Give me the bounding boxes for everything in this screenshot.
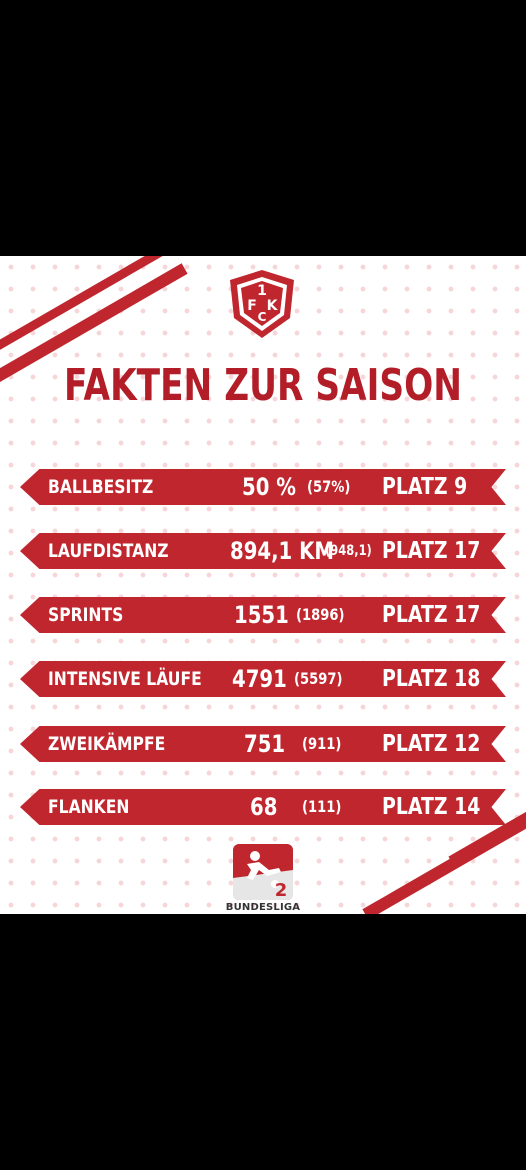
logo-letter-right: K xyxy=(267,298,279,314)
league-name: BUNDESLIGA xyxy=(225,902,301,913)
stat-row-sprints: SPRINTS 1551 (1896) PLATZ 17 xyxy=(20,597,506,633)
stat-label: BALLBESITZ xyxy=(48,476,154,498)
stat-ribbon xyxy=(20,789,506,825)
stat-label: FLANKEN xyxy=(48,796,130,818)
stat-ribbon xyxy=(20,661,506,697)
stat-previous: (111) xyxy=(302,797,342,816)
stat-value: 894,1 KM xyxy=(230,537,334,565)
stat-label: LAUFDISTANZ xyxy=(48,540,169,562)
stat-row-intensive-laeufe: INTENSIVE LÄUFE 4791 (5597) PLATZ 18 xyxy=(20,661,506,697)
stat-ribbon xyxy=(20,597,506,633)
stat-value: 751 xyxy=(244,730,286,758)
stats-card: 1 F K C FAKTEN ZUR SAISON BALLBESITZ 50 … xyxy=(0,256,526,914)
page-title: FAKTEN ZUR SAISON xyxy=(64,360,462,411)
stat-rank: PLATZ 9 xyxy=(382,474,468,500)
league-number: 2 xyxy=(275,880,288,901)
stat-label: ZWEIKÄMPFE xyxy=(48,733,166,755)
stat-row-ballbesitz: BALLBESITZ 50 % (57%) PLATZ 9 xyxy=(20,469,506,505)
stat-previous: (911) xyxy=(302,734,342,753)
stat-row-laufdistanz: LAUFDISTANZ 894,1 KM (948,1) PLATZ 17 xyxy=(20,533,506,569)
stat-label: INTENSIVE LÄUFE xyxy=(48,668,202,690)
stat-rank: PLATZ 18 xyxy=(382,666,481,692)
logo-letter-left: F xyxy=(247,298,257,314)
stat-rank: PLATZ 14 xyxy=(382,794,481,820)
logo-letter-top: 1 xyxy=(257,283,267,299)
stat-label: SPRINTS xyxy=(48,604,124,626)
bundesliga-logo: 2 xyxy=(233,844,293,901)
stat-ribbon xyxy=(20,533,506,569)
stat-previous: (948,1) xyxy=(325,543,372,559)
decorative-stripe xyxy=(0,256,187,363)
stat-ribbon xyxy=(20,469,506,505)
stat-previous: (5597) xyxy=(294,669,343,688)
stat-value: 50 % xyxy=(242,473,296,501)
stat-ribbon xyxy=(20,726,506,762)
club-logo: 1 F K C xyxy=(230,270,294,338)
stat-previous: (57%) xyxy=(307,477,351,496)
stat-row-zweikaempfe: ZWEIKÄMPFE 751 (911) PLATZ 12 xyxy=(20,726,506,762)
stat-rank: PLATZ 17 xyxy=(382,538,481,564)
stat-row-flanken: FLANKEN 68 (111) PLATZ 14 xyxy=(20,789,506,825)
stat-rank: PLATZ 12 xyxy=(382,731,481,757)
stat-previous: (1896) xyxy=(296,605,345,624)
stat-value: 68 xyxy=(250,793,278,821)
stat-value: 1551 xyxy=(234,601,289,629)
stat-rank: PLATZ 17 xyxy=(382,602,481,628)
logo-letter-center: C xyxy=(258,310,267,324)
stat-value: 4791 xyxy=(232,665,287,693)
